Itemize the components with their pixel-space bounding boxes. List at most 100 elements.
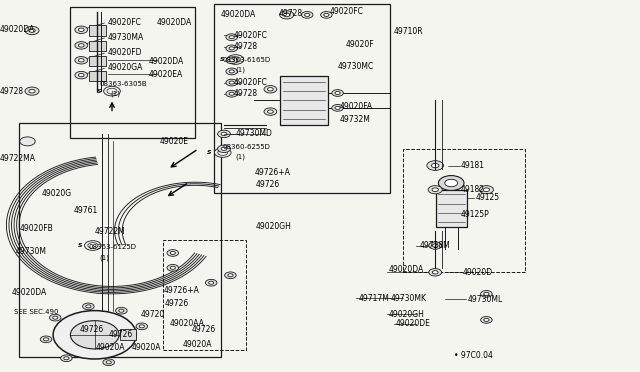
Circle shape bbox=[79, 74, 84, 77]
Circle shape bbox=[218, 145, 230, 153]
Circle shape bbox=[119, 309, 124, 312]
Text: 08363-6305B: 08363-6305B bbox=[99, 81, 147, 87]
Circle shape bbox=[136, 323, 148, 330]
Circle shape bbox=[479, 186, 493, 194]
Circle shape bbox=[229, 92, 234, 95]
Text: 49728: 49728 bbox=[234, 89, 258, 98]
Circle shape bbox=[79, 59, 84, 62]
Circle shape bbox=[226, 45, 237, 52]
Text: 49020FC: 49020FC bbox=[330, 7, 364, 16]
Text: 49726: 49726 bbox=[192, 325, 216, 334]
Text: 49020GH: 49020GH bbox=[389, 310, 425, 319]
Circle shape bbox=[79, 44, 84, 47]
Circle shape bbox=[209, 281, 214, 284]
Circle shape bbox=[29, 89, 35, 93]
Circle shape bbox=[170, 266, 175, 269]
Circle shape bbox=[167, 264, 179, 271]
Circle shape bbox=[226, 57, 237, 64]
Circle shape bbox=[75, 26, 88, 33]
Text: 49730MD: 49730MD bbox=[236, 129, 273, 138]
Text: 49710R: 49710R bbox=[394, 27, 423, 36]
Bar bbox=[163, 240, 246, 350]
Circle shape bbox=[429, 242, 442, 249]
Circle shape bbox=[52, 316, 58, 319]
Circle shape bbox=[40, 336, 52, 343]
Circle shape bbox=[226, 68, 237, 75]
Text: 49125P: 49125P bbox=[461, 210, 490, 219]
Circle shape bbox=[170, 251, 175, 254]
Circle shape bbox=[268, 110, 273, 113]
Circle shape bbox=[116, 307, 127, 314]
Circle shape bbox=[229, 47, 234, 50]
Circle shape bbox=[49, 314, 61, 321]
Text: 49726+A: 49726+A bbox=[255, 169, 291, 177]
Text: (1): (1) bbox=[236, 154, 246, 160]
Circle shape bbox=[218, 130, 230, 138]
Circle shape bbox=[335, 92, 340, 94]
Bar bbox=[403, 149, 525, 272]
Text: (1): (1) bbox=[110, 90, 120, 97]
Circle shape bbox=[20, 137, 35, 146]
Text: 49726: 49726 bbox=[164, 299, 189, 308]
Text: 49728: 49728 bbox=[0, 87, 24, 96]
Text: 49020AA: 49020AA bbox=[170, 319, 205, 328]
Circle shape bbox=[86, 305, 91, 308]
Circle shape bbox=[167, 250, 179, 256]
Circle shape bbox=[106, 361, 111, 364]
Circle shape bbox=[301, 12, 313, 18]
Text: S: S bbox=[220, 57, 225, 62]
Circle shape bbox=[83, 303, 94, 310]
Text: 49717M: 49717M bbox=[358, 294, 389, 303]
Circle shape bbox=[226, 79, 237, 86]
Circle shape bbox=[264, 86, 276, 93]
Circle shape bbox=[75, 57, 88, 64]
Circle shape bbox=[103, 359, 115, 366]
Text: 49020FC: 49020FC bbox=[234, 78, 268, 87]
Circle shape bbox=[332, 105, 343, 111]
Bar bbox=[89, 41, 106, 51]
Circle shape bbox=[335, 106, 340, 109]
Circle shape bbox=[438, 176, 464, 190]
Circle shape bbox=[61, 355, 72, 362]
Text: 49020DA: 49020DA bbox=[221, 10, 256, 19]
Circle shape bbox=[431, 163, 439, 168]
Text: 49182: 49182 bbox=[461, 185, 485, 194]
Circle shape bbox=[228, 274, 233, 277]
Bar bbox=[89, 56, 106, 66]
Bar bbox=[436, 190, 467, 227]
Circle shape bbox=[427, 161, 444, 170]
Circle shape bbox=[25, 26, 39, 35]
Circle shape bbox=[229, 59, 234, 62]
Circle shape bbox=[214, 148, 231, 157]
Circle shape bbox=[429, 269, 442, 276]
Bar bbox=[280, 76, 328, 125]
Text: 49726: 49726 bbox=[80, 325, 104, 334]
Bar bbox=[89, 25, 106, 36]
Text: (1): (1) bbox=[99, 254, 109, 261]
Circle shape bbox=[70, 321, 119, 349]
Text: 49020A: 49020A bbox=[96, 343, 125, 352]
Text: 49020EA: 49020EA bbox=[148, 70, 183, 79]
Text: 49020FC: 49020FC bbox=[234, 31, 268, 40]
Text: 08363-6165D: 08363-6165D bbox=[222, 57, 270, 62]
Text: 49020DA: 49020DA bbox=[157, 18, 192, 27]
Circle shape bbox=[25, 87, 39, 95]
Circle shape bbox=[324, 13, 329, 16]
Text: 49730M: 49730M bbox=[16, 247, 47, 256]
Text: 08363-6125D: 08363-6125D bbox=[88, 244, 136, 250]
Circle shape bbox=[268, 88, 273, 91]
Circle shape bbox=[226, 90, 237, 97]
Bar bbox=[89, 71, 106, 81]
Circle shape bbox=[205, 279, 217, 286]
Circle shape bbox=[433, 244, 438, 247]
Text: 49761: 49761 bbox=[74, 206, 98, 215]
Text: 49728: 49728 bbox=[234, 42, 258, 51]
Text: 08360-6255D: 08360-6255D bbox=[222, 144, 270, 150]
Text: 49720: 49720 bbox=[141, 310, 165, 319]
Circle shape bbox=[64, 357, 69, 360]
Text: S: S bbox=[97, 89, 101, 94]
Circle shape bbox=[75, 71, 88, 79]
Circle shape bbox=[29, 29, 35, 32]
Text: 49722MA: 49722MA bbox=[0, 154, 36, 163]
Text: 49020F: 49020F bbox=[346, 40, 374, 49]
